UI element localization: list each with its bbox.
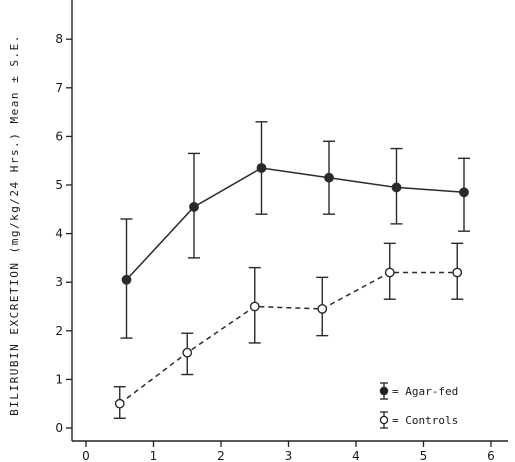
series-layer — [113, 121, 470, 419]
x-tick-label: 1 — [150, 449, 158, 462]
y-tick-label: 6 — [55, 129, 63, 143]
data-point — [182, 347, 193, 358]
y-tick-label: 1 — [55, 372, 63, 386]
series-line-controls — [119, 271, 458, 405]
data-point — [324, 172, 334, 183]
legend-item-controls: = Controls — [379, 411, 458, 429]
y-tick-label: 7 — [55, 81, 63, 95]
x-tick-label: 5 — [420, 449, 428, 462]
data-point — [121, 274, 132, 285]
y-tick-label: 5 — [55, 178, 63, 192]
y-tick-label: 0 — [55, 421, 63, 435]
series-controls — [113, 242, 464, 419]
legend-marker — [379, 415, 389, 425]
series-line-agar-fed — [125, 167, 465, 281]
tick-marks: 0 1 2 3 4 5 6 7 8 0 1 2 3 4 5 6 — [55, 32, 494, 462]
data-point — [452, 267, 463, 278]
y-tick-label: 8 — [55, 32, 63, 46]
data-point — [189, 201, 199, 212]
data-point — [114, 398, 125, 409]
data-point — [384, 267, 395, 278]
x-tick-label: 4 — [352, 449, 360, 462]
y-tick-label: 4 — [55, 227, 63, 241]
data-point — [256, 163, 267, 173]
x-tick-label: 6 — [487, 449, 495, 462]
y-axis-title: BILIRUBIN EXCRETION (mg/kg/24 Hrs.) Mean… — [8, 34, 21, 416]
series-agar-fed — [120, 121, 470, 339]
legend-label: = Controls — [392, 414, 458, 427]
data-point — [317, 304, 328, 314]
legend-marker — [379, 386, 389, 396]
data-point — [391, 182, 402, 193]
x-tick-label: 2 — [217, 449, 225, 462]
axes — [71, 0, 508, 442]
legend-label: = Agar-fed — [392, 385, 458, 398]
data-point — [249, 301, 260, 312]
x-tick-label: 3 — [285, 449, 293, 462]
legend-item-agar-fed: = Agar-fed — [379, 382, 458, 400]
x-tick-label: 0 — [82, 449, 90, 462]
y-tick-label: 2 — [55, 324, 63, 338]
legend: = Agar-fed = Controls — [379, 382, 458, 429]
y-tick-label: 3 — [55, 275, 63, 289]
data-point — [459, 187, 469, 198]
